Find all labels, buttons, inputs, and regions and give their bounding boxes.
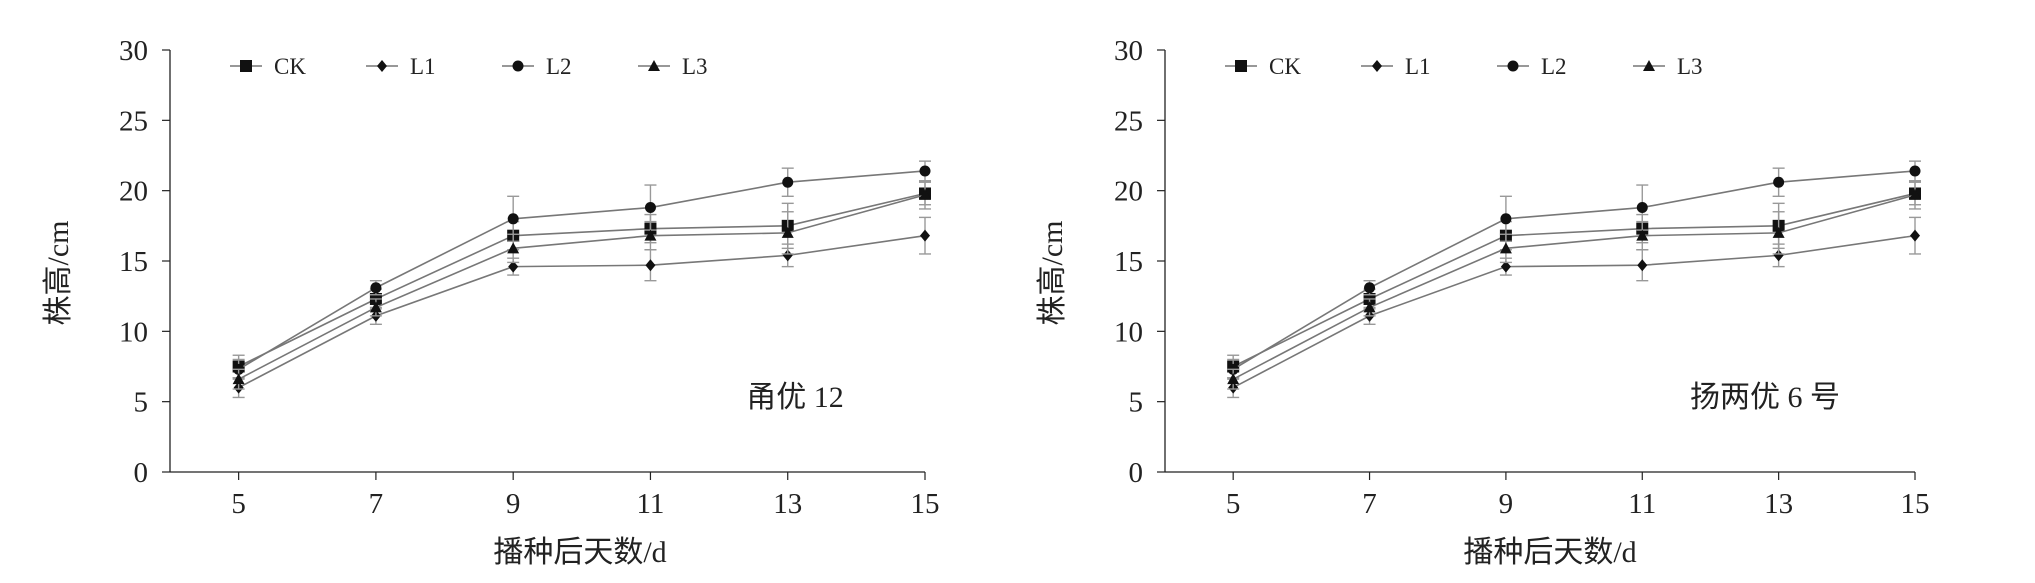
chart-1-y-tick-label: 0 [134, 457, 149, 489]
chart-1-series-line-CK [238, 192, 926, 368]
chart-2-y-axis-label: 株高/cm [1036, 221, 1069, 326]
chart-1-legend-label-L2: L2 [546, 54, 572, 79]
chart-2-plot: 0 5 10 15 20 25 30 5 7 9 11 13 15 CK L1 L2 L3 [1114, 35, 1930, 520]
chart-2-point-L2 [1500, 213, 1512, 225]
chart-2-point-L2 [1636, 202, 1648, 214]
chart-2-legend-marker-L3 [1643, 60, 1655, 71]
chart-2-series-line-CK [1232, 192, 1916, 368]
chart-1-legend-label-CK: CK [274, 54, 306, 79]
chart-1-y-tick-label: 25 [119, 105, 148, 137]
chart-2-y-tick-label: 30 [1114, 35, 1143, 67]
chart-2-point-L2 [1773, 176, 1785, 188]
chart-1-point-L1 [920, 229, 930, 242]
chart-1-point-L1 [782, 249, 793, 262]
chart-1-point-L2 [782, 176, 794, 188]
chart-2-x-tick-label: 7 [1362, 488, 1377, 520]
chart-2-point-L1 [1773, 249, 1784, 262]
chart-1-point-L3 [781, 226, 794, 238]
chart-1-point-L3 [919, 188, 931, 200]
chart-1-point-L1 [645, 259, 656, 272]
chart-1-legend-label-L1: L1 [410, 54, 436, 79]
chart-2-x-tick-label: 15 [1901, 488, 1930, 520]
chart-1-point-L2 [507, 213, 519, 225]
chart-2-x-tick-label: 13 [1764, 488, 1793, 520]
chart-1-point-L2 [919, 165, 931, 177]
chart-2-series-line-L3 [1232, 194, 1916, 380]
chart-1-point-L2 [644, 202, 656, 214]
chart-1-x-tick-label: 9 [506, 488, 521, 520]
chart-1-x-axis-label: 播种后天数/d [493, 536, 666, 569]
chart-2-y-tick-label: 0 [1129, 457, 1144, 489]
chart-2-x-tick-label: 5 [1226, 488, 1241, 520]
chart-2-legend-label-L3: L3 [1677, 54, 1703, 79]
chart-2-legend-label-L1: L1 [1405, 54, 1431, 79]
chart-1-x-tick-label: 15 [911, 488, 940, 520]
chart-1-series-line-L1 [238, 234, 926, 389]
chart-1-legend-marker-L2 [512, 60, 524, 72]
chart-1-point-L2 [370, 282, 382, 294]
chart-2-legend-marker-L1 [1372, 60, 1382, 72]
chart-1-series-line-L2 [238, 170, 926, 371]
chart-2-point-L3 [1363, 301, 1376, 313]
chart-1-point-L3 [369, 301, 382, 313]
chart-2-series-line-L2 [1232, 170, 1916, 370]
chart-2-x-axis-label: 播种后天数/d [1463, 536, 1636, 569]
chart-1-legend-marker-L3 [648, 60, 660, 71]
chart-2-point-L1 [1637, 259, 1648, 272]
chart-2-point-L1 [1500, 260, 1511, 273]
chart-1-series-line-L3 [238, 194, 926, 380]
chart-2-legend-marker-L2 [1507, 60, 1519, 72]
chart-2-y-tick-label: 10 [1114, 316, 1143, 348]
chart-1-x-tick-label: 5 [231, 488, 246, 520]
chart-2-point-L2 [1909, 165, 1921, 177]
chart-2-series-line-L1 [1232, 234, 1916, 389]
chart-2-y-tick-label: 15 [1114, 246, 1143, 278]
chart-2-y-tick-label: 5 [1129, 387, 1144, 419]
chart-2-legend-label-CK: CK [1269, 54, 1301, 79]
chart-1-annotation: 甬优 12 [746, 381, 844, 414]
chart-1-y-tick-label: 10 [119, 316, 148, 348]
chart-1-y-tick-label: 30 [119, 35, 148, 67]
chart-2-x-tick-label: 11 [1628, 488, 1656, 520]
chart-1-legend-label-L3: L3 [682, 54, 708, 79]
chart-2-point-L3 [1772, 226, 1785, 238]
chart-1-point-L3 [644, 229, 657, 241]
chart-2-point-L3 [1636, 229, 1649, 241]
chart-2-point-L3 [1227, 373, 1240, 385]
chart-2-point-L3 [1499, 242, 1512, 254]
chart-2-legend-label-L2: L2 [1541, 54, 1567, 79]
chart-1-x-tick-label: 11 [636, 488, 664, 520]
chart-1-legend-marker-L1 [377, 60, 387, 72]
chart-1-y-tick-label: 15 [119, 246, 148, 278]
chart-2-x-tick-label: 9 [1499, 488, 1514, 520]
chart-2-point-L3 [1909, 188, 1921, 200]
chart-1-y-tick-label: 20 [119, 176, 148, 208]
chart-2-annotation: 扬两优 6 号 [1690, 381, 1840, 414]
chart-1-x-tick-label: 13 [773, 488, 802, 520]
chart-2-y-tick-label: 20 [1114, 176, 1143, 208]
chart-1-y-tick-label: 5 [134, 387, 149, 419]
chart-2-point-L1 [1910, 229, 1920, 242]
chart-2-y-tick-label: 25 [1114, 105, 1143, 137]
chart-2-legend-marker-CK [1235, 60, 1247, 72]
chart-1-plot: 0 5 10 15 20 25 30 5 7 9 11 13 15 CK L1 L2 L3 [119, 35, 940, 520]
chart-1-x-tick-label: 7 [369, 488, 384, 520]
chart-1-point-L3 [232, 373, 245, 385]
chart-1-y-axis-label: 株高/cm [42, 221, 75, 326]
chart-1-point-L1 [508, 260, 519, 273]
chart-1-legend-marker-CK [240, 60, 252, 72]
chart-2-point-L2 [1364, 282, 1376, 294]
chart-1-point-L3 [507, 242, 520, 254]
